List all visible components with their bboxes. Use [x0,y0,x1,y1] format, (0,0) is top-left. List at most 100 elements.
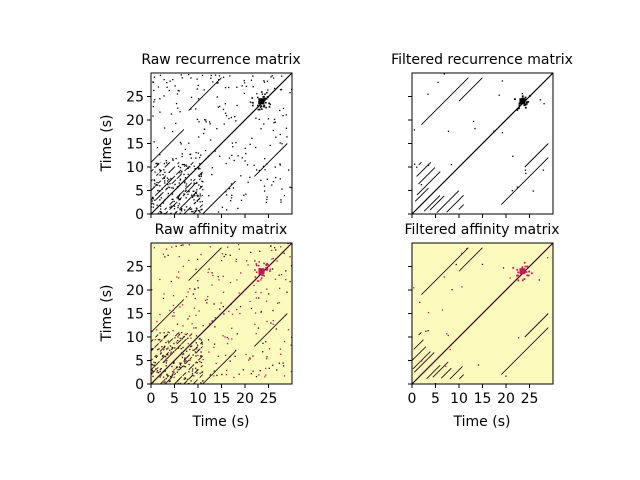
matrix-cell [180,209,183,211]
matrix-cell [172,158,174,160]
matrix-cell [165,359,167,362]
matrix-cell [202,181,204,183]
matrix-cell [180,171,183,173]
matrix-cell [162,253,165,255]
matrix-cell [230,303,232,306]
matrix-cell [193,307,195,309]
matrix-cell [178,277,180,279]
matrix-cell [150,373,153,375]
matrix-cell [524,96,527,99]
matrix-cell [156,163,159,165]
matrix-cell [217,82,219,84]
matrix-cell [179,179,181,181]
matrix-cell [177,165,180,167]
matrix-cell [159,338,161,341]
matrix-cell [171,346,173,349]
matrix-cell [449,348,451,351]
matrix-cell [255,291,257,293]
matrix-cell [279,178,281,180]
matrix-cell [217,355,220,358]
diagonal-stripe [187,206,192,211]
matrix-cell [523,104,526,106]
matrix-cell [176,186,179,188]
matrix-cell [209,139,212,141]
matrix-cell [194,288,196,290]
matrix-cell [213,343,216,345]
matrix-cell [207,155,210,157]
diagonal-stripe [192,178,196,182]
diagonal-stripe [169,338,174,343]
matrix-cell [189,153,191,156]
matrix-cell [202,358,204,361]
matrix-cell [267,96,269,99]
matrix-cell [493,130,495,132]
matrix-cell [192,349,194,351]
matrix-cell [201,208,203,211]
matrix-cell [171,375,173,377]
matrix-cell [159,210,161,213]
matrix-cell [197,152,200,154]
matrix-cell [222,76,225,78]
matrix-cell [163,345,166,348]
matrix-cell [184,148,187,151]
matrix-cell [201,180,203,182]
matrix-cell [539,99,541,101]
diagonal-stripe [155,334,159,338]
matrix-cell [236,333,238,335]
diagonal-stripe [154,343,159,348]
x-tick-label: 15 [213,391,231,407]
matrix-cell [255,297,258,299]
matrix-cell [167,254,169,257]
matrix-cell [163,347,165,349]
matrix-cell [179,382,181,385]
panel-title: Filtered affinity matrix [404,222,559,238]
matrix-cell [234,116,236,118]
matrix-cell [243,79,245,82]
matrix-cell [446,333,448,335]
matrix-cell [200,351,202,353]
matrix-cell [153,179,155,181]
matrix-cell [159,368,162,371]
matrix-cell [199,168,201,170]
matrix-cell [243,92,246,95]
matrix-cell [235,260,237,263]
matrix-cell [159,111,161,113]
matrix-cell [182,244,184,246]
matrix-cell [159,174,161,176]
matrix-cell [523,278,526,280]
matrix-cell [159,185,161,187]
matrix-cell [155,356,158,358]
matrix-cell [282,107,285,110]
matrix-cell [258,118,261,121]
diagonal-stripe [421,247,469,296]
matrix-cell [173,371,175,373]
matrix-cell [200,355,202,357]
matrix-cell [156,371,158,373]
matrix-cell [156,184,159,186]
matrix-cell [246,164,249,166]
matrix-cell [194,108,197,110]
y-axis-label: Time (s) [99,115,115,173]
matrix-cell [250,372,252,375]
matrix-cell [501,132,504,134]
matrix-cell [238,248,241,250]
matrix-cell [195,314,197,316]
matrix-cell [184,378,187,380]
matrix-cell [154,166,156,168]
matrix-cell [162,173,164,176]
matrix-cell [183,362,186,364]
matrix-cell [264,157,266,160]
matrix-cell [275,176,277,179]
diagonal-stripe [188,247,222,281]
matrix-cell [187,343,189,345]
matrix-cell [175,245,177,247]
matrix-cell [200,185,202,188]
x-tick-label: 20 [497,391,515,407]
matrix-cell [159,74,162,76]
matrix-cell [200,361,203,364]
matrix-cell [166,360,168,362]
matrix-cell [194,351,197,353]
matrix-cell [163,332,165,334]
matrix-cell [244,147,246,149]
matrix-cell [228,310,230,313]
